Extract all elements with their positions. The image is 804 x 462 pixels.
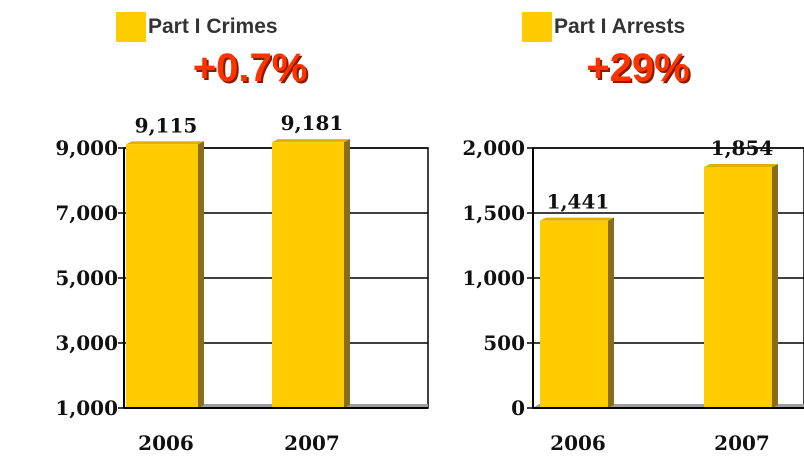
arrests-bar-2006 xyxy=(540,220,608,408)
arrests-ytick-label: 500 xyxy=(483,331,525,355)
arrests-bar-top xyxy=(704,163,778,167)
legend-swatch-crimes xyxy=(116,12,146,42)
crimes-bar-side xyxy=(344,139,350,408)
arrests-ytick-label: 0 xyxy=(511,396,525,420)
legend-crimes: Part I Crimes xyxy=(116,12,278,42)
crimes-category-label: 2006 xyxy=(138,431,194,455)
legend-label-arrests: Part I Arrests xyxy=(554,15,686,38)
crimes-ytick-label: 1,000 xyxy=(55,396,118,420)
legend-arrests: Part I Arrests xyxy=(522,12,685,42)
crimes-ytick-label: 5,000 xyxy=(55,266,118,290)
arrests-category-label: 2006 xyxy=(550,431,606,455)
crimes-data-label: 9,181 xyxy=(281,111,344,135)
arrests-data-label: 1,854 xyxy=(711,136,774,160)
arrests-bar-top xyxy=(540,217,614,221)
crimes-bar-side xyxy=(198,141,204,408)
crimes-bar-top xyxy=(272,139,350,143)
arrests-change-label: +29% xyxy=(586,46,690,90)
crimes-ytick-label: 3,000 xyxy=(55,331,118,355)
crimes-bar-top xyxy=(126,141,204,145)
arrests-ytick-label: 1,500 xyxy=(462,201,525,225)
crimes-data-label: 9,115 xyxy=(135,113,198,137)
crimes-ytick-label: 7,000 xyxy=(55,201,118,225)
crimes-bar-2007 xyxy=(272,142,344,408)
crimes-bar-2006 xyxy=(126,144,198,408)
arrests-bar-side xyxy=(772,163,778,408)
arrests-ytick-label: 2,000 xyxy=(462,136,525,160)
legend-swatch-arrests xyxy=(522,12,552,42)
crimes-ytick-label: 9,000 xyxy=(55,136,118,160)
arrests-category-label: 2007 xyxy=(714,431,770,455)
crimes-change-label: +0.7% xyxy=(192,46,308,90)
legend-label-crimes: Part I Crimes xyxy=(148,15,278,38)
arrests-ytick-label: 1,000 xyxy=(462,266,525,290)
arrests-bar-side xyxy=(608,217,614,408)
arrests-data-label: 1,441 xyxy=(547,190,610,214)
arrests-bar-2007 xyxy=(704,166,772,408)
crimes-category-label: 2007 xyxy=(284,431,340,455)
